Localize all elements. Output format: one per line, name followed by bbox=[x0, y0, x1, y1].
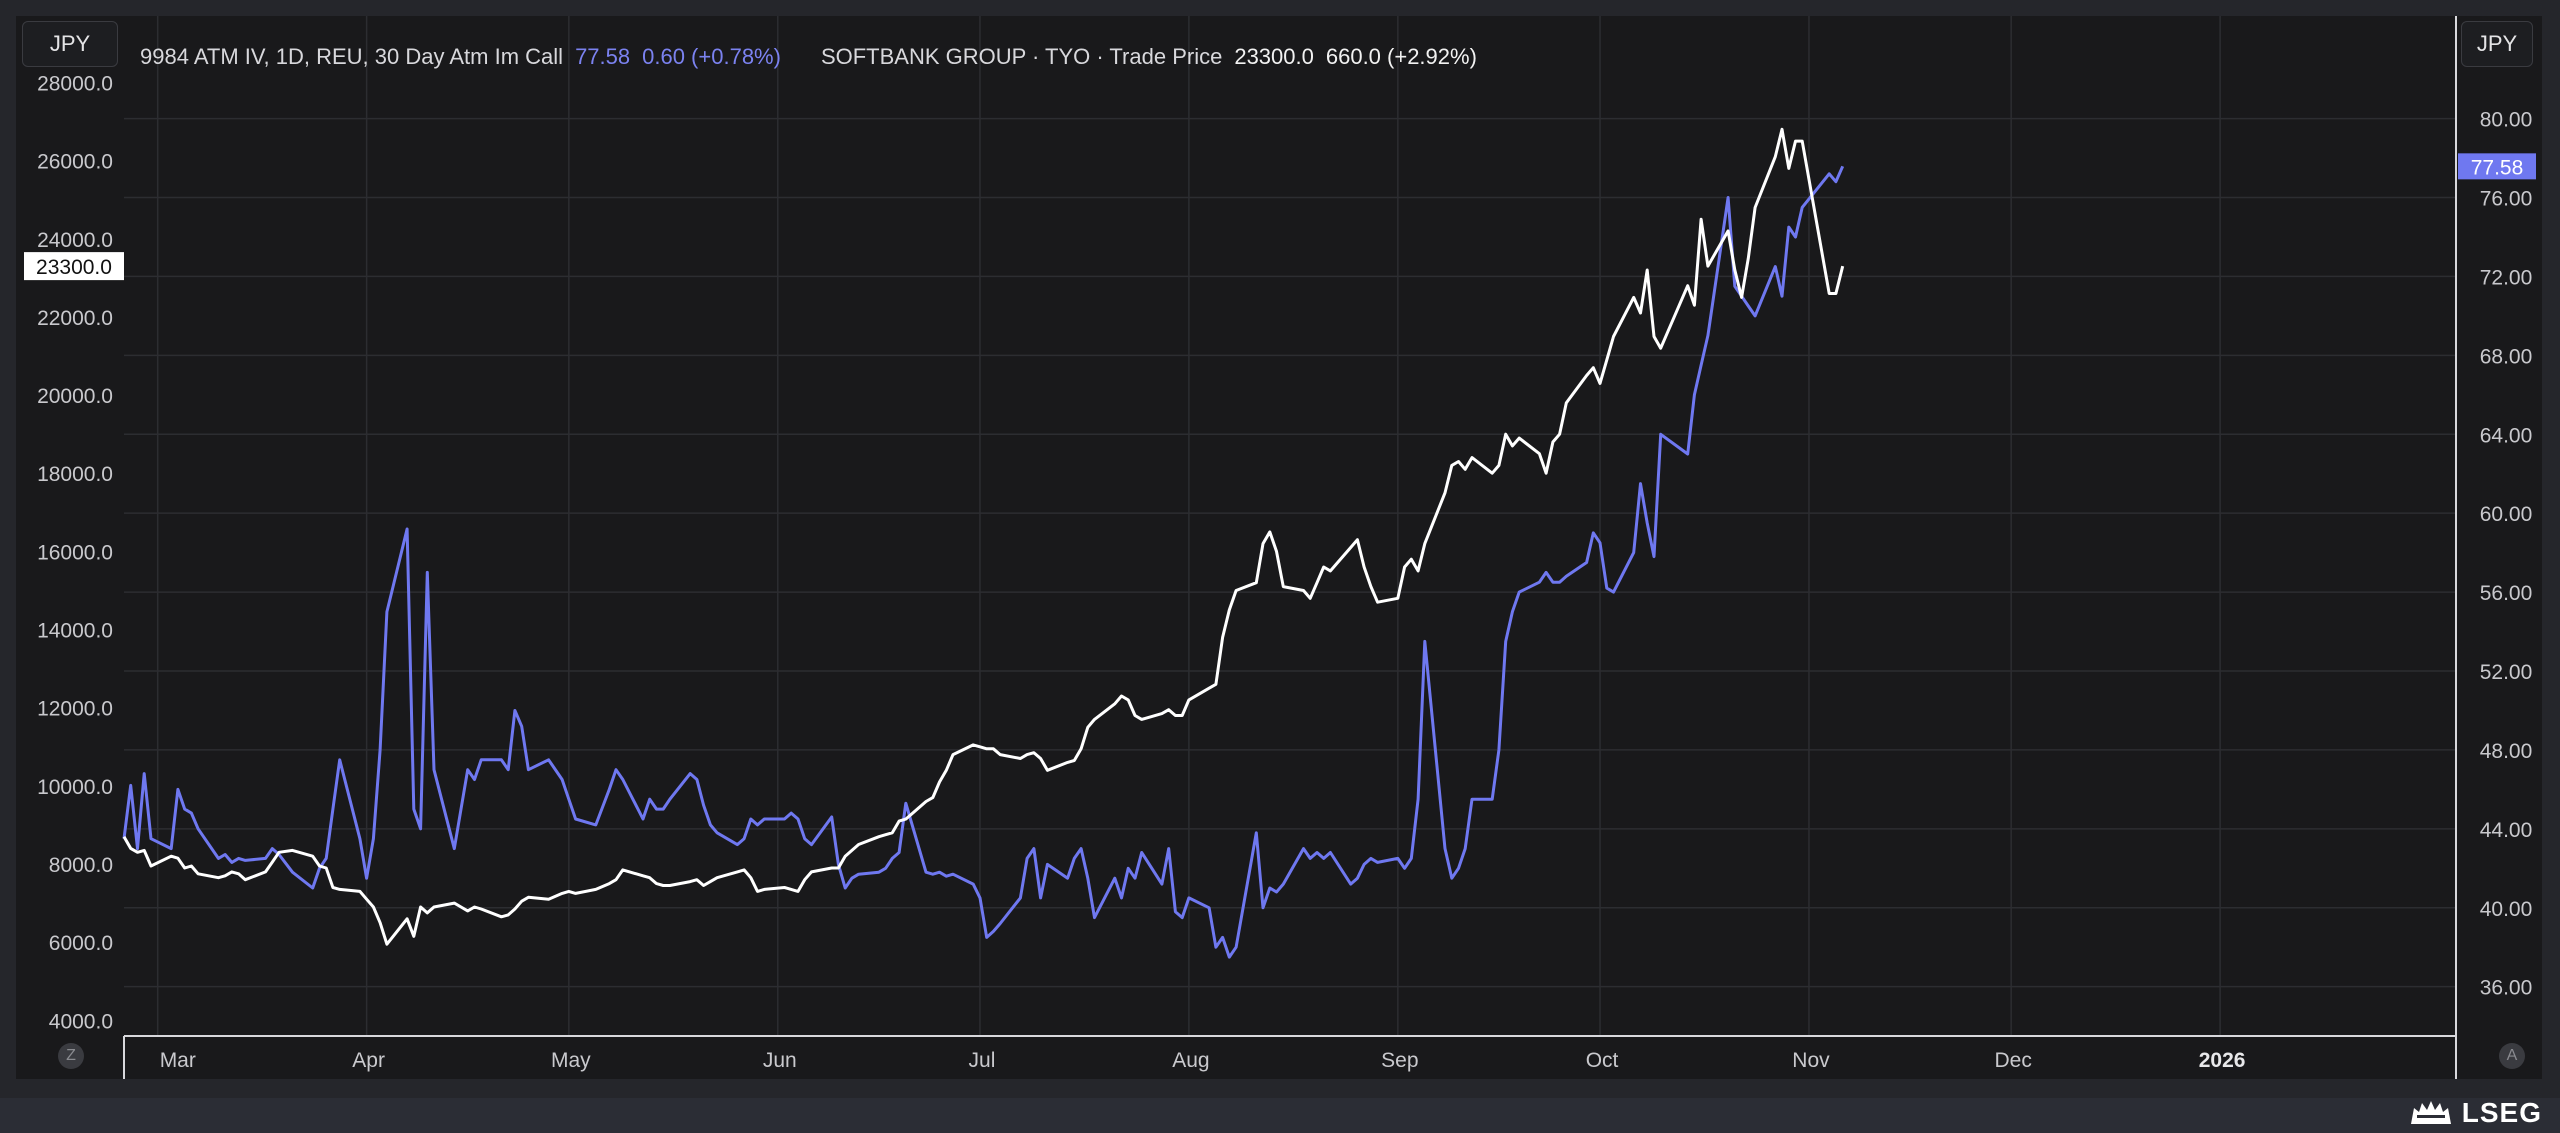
auto-scale-label: A bbox=[2506, 1047, 2518, 1064]
right-tick-label: 44.00 bbox=[2480, 819, 2533, 842]
iv-change: 0.60 (+0.78%) bbox=[642, 44, 781, 69]
chart-panel: 4000.0 6000.0 8000.0 10000.0 12000.0 14000.0 1… bbox=[16, 16, 2542, 1079]
right-tick-label: 60.00 bbox=[2480, 503, 2533, 526]
right-axis-tick-labels: 36.00 40.00 44.00 48.00 52.00 56.00 60.00 64.00… bbox=[2480, 109, 2533, 1000]
footer-bar bbox=[0, 1098, 2560, 1133]
price-last-value: 23300.0 bbox=[1234, 44, 1314, 69]
left-tick-label: 12000.0 bbox=[37, 698, 113, 721]
price-change: 660.0 (+2.92%) bbox=[1325, 44, 1477, 69]
x-axis-tick-labels: Mar Apr May Jun Jul Aug Sep Oct Nov Dec 2026 bbox=[160, 1049, 2246, 1072]
iv-series-title: 9984 ATM IV, 1D, REU, 30 Day Atm Im Call bbox=[140, 44, 564, 69]
zoom-reset-label: Z bbox=[66, 1047, 76, 1064]
right-tick-label: 56.00 bbox=[2480, 582, 2533, 605]
left-tick-label: 4000.0 bbox=[49, 1010, 113, 1033]
x-tick-label: Aug bbox=[1172, 1049, 1209, 1072]
left-currency-label: JPY bbox=[49, 31, 91, 56]
left-tick-label: 10000.0 bbox=[37, 776, 113, 799]
left-axis-tick-labels: 4000.0 6000.0 8000.0 10000.0 12000.0 14000.0 1… bbox=[37, 72, 113, 1033]
price-last-value-marker bbox=[24, 252, 124, 281]
x-tick-label: Jun bbox=[763, 1049, 797, 1072]
iv-series-line bbox=[122, 165, 1845, 959]
right-tick-label: 52.00 bbox=[2480, 661, 2533, 684]
right-tick-label: 40.00 bbox=[2480, 898, 2533, 921]
x-tick-label: Oct bbox=[1586, 1049, 1619, 1072]
left-tick-label: 20000.0 bbox=[37, 385, 113, 408]
auto-scale-button[interactable]: A bbox=[2499, 1043, 2525, 1069]
lseg-logo: LSEG bbox=[2408, 1096, 2542, 1130]
vertical-gridlines bbox=[156, 16, 2221, 1036]
iv-last-value: 77.58 bbox=[575, 44, 631, 69]
x-tick-label: Dec bbox=[1994, 1049, 2031, 1072]
right-tick-label: 68.00 bbox=[2480, 345, 2533, 368]
left-tick-label: 24000.0 bbox=[37, 229, 113, 252]
series-lines bbox=[122, 127, 1845, 959]
left-tick-label: 22000.0 bbox=[37, 307, 113, 330]
right-tick-label: 76.00 bbox=[2480, 188, 2533, 211]
right-tick-label: 36.00 bbox=[2480, 977, 2533, 1000]
price-series-line bbox=[122, 127, 1845, 946]
left-tick-label: 16000.0 bbox=[37, 541, 113, 564]
right-currency-button[interactable]: JPY bbox=[2461, 21, 2533, 67]
left-currency-button[interactable]: JPY bbox=[22, 21, 118, 67]
zoom-reset-button[interactable]: Z bbox=[58, 1043, 84, 1069]
logo-text: LSEG bbox=[2461, 1097, 2542, 1128]
x-tick-label: Nov bbox=[1792, 1049, 1830, 1072]
price-last-value-label: 23300.0 bbox=[36, 256, 112, 279]
right-currency-label: JPY bbox=[2476, 31, 2518, 56]
right-tick-label: 72.00 bbox=[2480, 266, 2533, 289]
left-tick-label: 28000.0 bbox=[37, 72, 113, 95]
left-tick-label: 14000.0 bbox=[37, 620, 113, 643]
horizontal-gridlines bbox=[124, 117, 2456, 988]
x-tick-label: Mar bbox=[160, 1049, 196, 1072]
x-tick-label: 2026 bbox=[2199, 1049, 2246, 1072]
iv-last-value-marker bbox=[2458, 153, 2536, 180]
x-tick-label: May bbox=[551, 1049, 591, 1072]
left-tick-label: 8000.0 bbox=[49, 854, 113, 877]
lion-crest-icon bbox=[2410, 1101, 2451, 1124]
x-tick-label: Apr bbox=[352, 1049, 385, 1072]
iv-last-value-label: 77.58 bbox=[2471, 156, 2524, 179]
chart-canvas[interactable]: 4000.0 6000.0 8000.0 10000.0 12000.0 14000.0 1… bbox=[16, 16, 2542, 1079]
left-tick-label: 6000.0 bbox=[49, 932, 113, 955]
chart-legend-header: 9984 ATM IV, 1D, REU, 30 Day Atm Im Call… bbox=[140, 44, 1477, 70]
left-tick-label: 26000.0 bbox=[37, 151, 113, 174]
right-tick-label: 48.00 bbox=[2480, 740, 2533, 763]
price-series-title: SOFTBANK GROUP · TYO · Trade Price bbox=[820, 44, 1223, 69]
x-tick-label: Jul bbox=[969, 1049, 996, 1072]
right-tick-label: 64.00 bbox=[2480, 424, 2533, 447]
last-value-labels: 23300.0 77.58 bbox=[24, 153, 2536, 281]
right-tick-label: 80.00 bbox=[2480, 109, 2533, 132]
x-tick-label: Sep bbox=[1381, 1049, 1418, 1072]
left-tick-label: 18000.0 bbox=[37, 463, 113, 486]
